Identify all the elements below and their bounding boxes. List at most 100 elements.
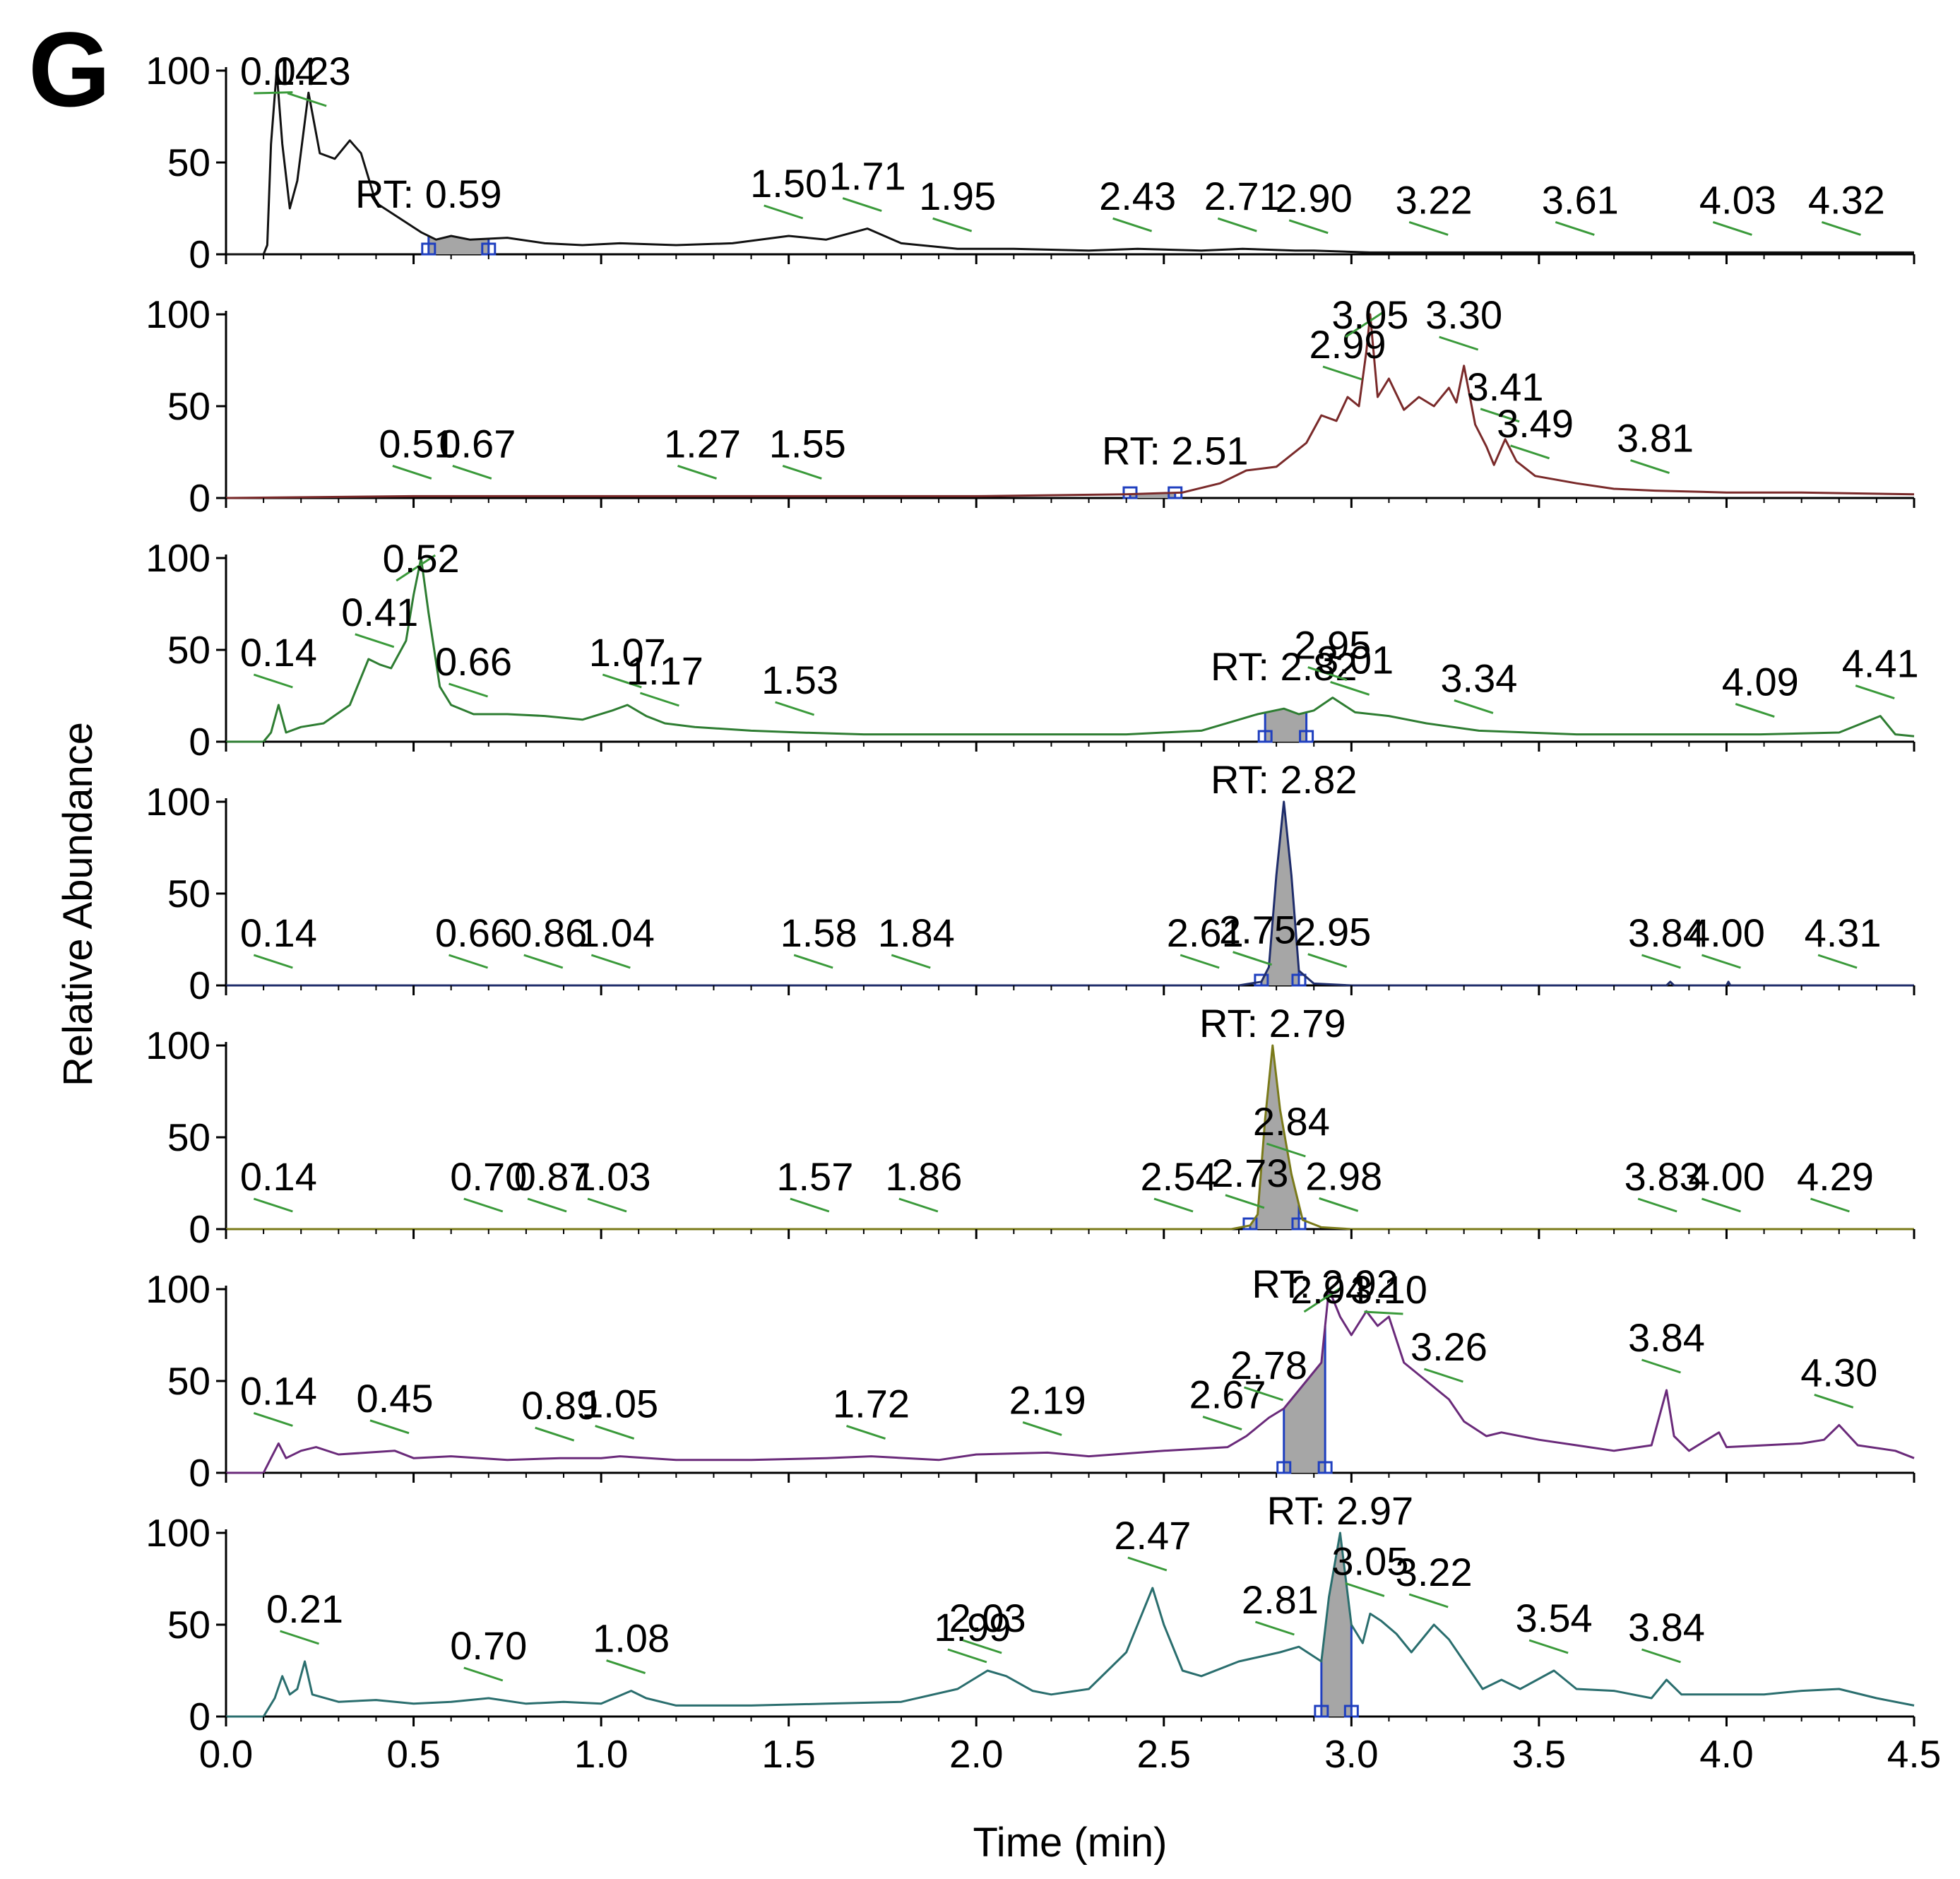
peak-leader <box>932 217 973 232</box>
peak-label: 0.23 <box>274 49 351 93</box>
peak-leader <box>449 682 488 698</box>
peak-label: 3.30 <box>1425 292 1502 337</box>
peak-label: 2.47 <box>1114 1513 1191 1558</box>
peak-label: 0.14 <box>240 911 317 955</box>
rt-integrated-area <box>1261 802 1299 985</box>
peak-label: 3.26 <box>1410 1324 1487 1369</box>
trace-line <box>226 69 1914 256</box>
rt-marker-box <box>1314 1705 1329 1718</box>
y-tick-label: 50 <box>167 872 210 915</box>
peak-leader <box>1233 951 1273 966</box>
trace-line <box>226 1288 1915 1474</box>
peak-leader <box>1480 408 1520 423</box>
peak-label: 1.57 <box>776 1154 853 1199</box>
y-tick-label: 0 <box>189 1695 210 1738</box>
y-tick-label: 50 <box>167 1603 210 1647</box>
peak-label: 1.17 <box>626 648 703 693</box>
trace-line <box>226 1531 1915 1718</box>
panel-4: 0 50 100 RT: 2.82 0.14 0.660.861.04 1.58 1.84 2.… <box>145 757 1916 1007</box>
y-tick-label: 0 <box>189 964 210 1007</box>
peak-label: 0.51 <box>379 421 456 466</box>
peak-label: 3.81 <box>1617 416 1694 461</box>
y-tick-label: 100 <box>145 780 210 824</box>
rt-marker-box <box>1254 973 1269 987</box>
x-tick-label: 1.5 <box>761 1732 815 1776</box>
y-tick-label: 50 <box>167 141 210 184</box>
peak-label: 4.29 <box>1797 1154 1874 1199</box>
peak-leader <box>1254 1620 1295 1636</box>
peak-leader <box>1810 1197 1850 1213</box>
peak-leader <box>1423 1368 1463 1383</box>
peak-leader <box>280 1630 319 1645</box>
peak-leader <box>1528 1639 1569 1654</box>
peak-label: 0.67 <box>439 421 516 466</box>
peak-leader <box>775 701 815 716</box>
peak-label: 2.67 <box>1189 1373 1266 1417</box>
peak-leader <box>1555 220 1595 236</box>
peak-label: 3.83 <box>1625 1154 1701 1199</box>
peak-leader <box>1641 1648 1681 1664</box>
peak-leader <box>1345 310 1385 338</box>
peak-leader <box>369 1419 410 1435</box>
peak-leader <box>1180 954 1220 969</box>
peak-label: 2.75 <box>1219 908 1296 952</box>
panel-letter: G <box>28 10 111 129</box>
peak-leader <box>523 954 564 969</box>
peak-label: 0.14 <box>240 49 317 93</box>
peak-label: 4.30 <box>1800 1350 1877 1394</box>
peak-label: 3.05 <box>1331 1539 1408 1583</box>
panel-7: 0 50 100 RT: 2.97 0.21 0.70 1.08 1.992.03 2.47 2.… <box>145 1488 1941 1776</box>
peak-leader <box>1266 1142 1306 1158</box>
peak-leader <box>1439 336 1479 351</box>
peak-leader <box>1408 1593 1449 1608</box>
peak-leader <box>1701 1197 1741 1213</box>
peak-leader <box>898 1197 939 1213</box>
peak-leader <box>355 633 395 648</box>
peak-label: 3.34 <box>1440 656 1517 700</box>
y-tick-label: 0 <box>189 1207 210 1251</box>
peak-label: 2.94 <box>1290 1267 1367 1312</box>
peak-label: 1.58 <box>780 911 857 955</box>
peak-label: 2.78 <box>1230 1343 1307 1387</box>
peak-leader <box>764 204 804 220</box>
peak-label: 0.14 <box>240 1154 317 1199</box>
peak-label: 1.53 <box>761 658 838 702</box>
y-tick-label: 0 <box>189 720 210 764</box>
peak-label: 0.66 <box>435 639 512 684</box>
peak-leader <box>602 673 642 689</box>
peak-label: 1.84 <box>878 911 955 955</box>
rt-marker-box <box>1242 1217 1258 1231</box>
peak-label: 0.86 <box>510 911 587 955</box>
x-tick-label: 2.5 <box>1137 1732 1191 1776</box>
peak-label: 1.27 <box>664 421 741 466</box>
y-tick-label: 100 <box>145 536 210 580</box>
peak-label: 0.70 <box>450 1623 527 1668</box>
peak-leader <box>1454 699 1494 714</box>
rt-label: RT: 2.97 <box>1267 1488 1414 1533</box>
peak-leader <box>1288 219 1329 235</box>
peak-label: 0.41 <box>341 590 418 634</box>
peak-label: 2.98 <box>1305 1154 1382 1198</box>
rt-marker-box <box>1257 730 1273 743</box>
peak-label: 4.09 <box>1722 660 1799 704</box>
peak-label: 2.54 <box>1141 1154 1218 1199</box>
peak-label: 2.84 <box>1253 1099 1330 1144</box>
peak-leader <box>253 673 293 689</box>
peak-leader <box>1330 680 1370 696</box>
peak-leader <box>392 464 432 480</box>
peak-label: 3.22 <box>1396 177 1473 222</box>
peak-leader <box>782 464 822 480</box>
peak-leader <box>1821 220 1861 236</box>
y-tick-label: 100 <box>145 292 210 336</box>
trace-line <box>226 1044 1914 1231</box>
peak-label: 2.81 <box>1242 1577 1319 1622</box>
peak-leader <box>452 464 492 480</box>
rt-integrated-area <box>1321 1533 1352 1717</box>
peak-leader <box>1712 220 1752 236</box>
peak-leader <box>1322 365 1362 381</box>
peak-label: 0.66 <box>435 911 512 955</box>
rt-integrated-area <box>1265 709 1307 742</box>
peak-leader <box>891 954 931 969</box>
peak-leader <box>1127 1556 1168 1572</box>
peak-label: 3.41 <box>1467 364 1544 409</box>
